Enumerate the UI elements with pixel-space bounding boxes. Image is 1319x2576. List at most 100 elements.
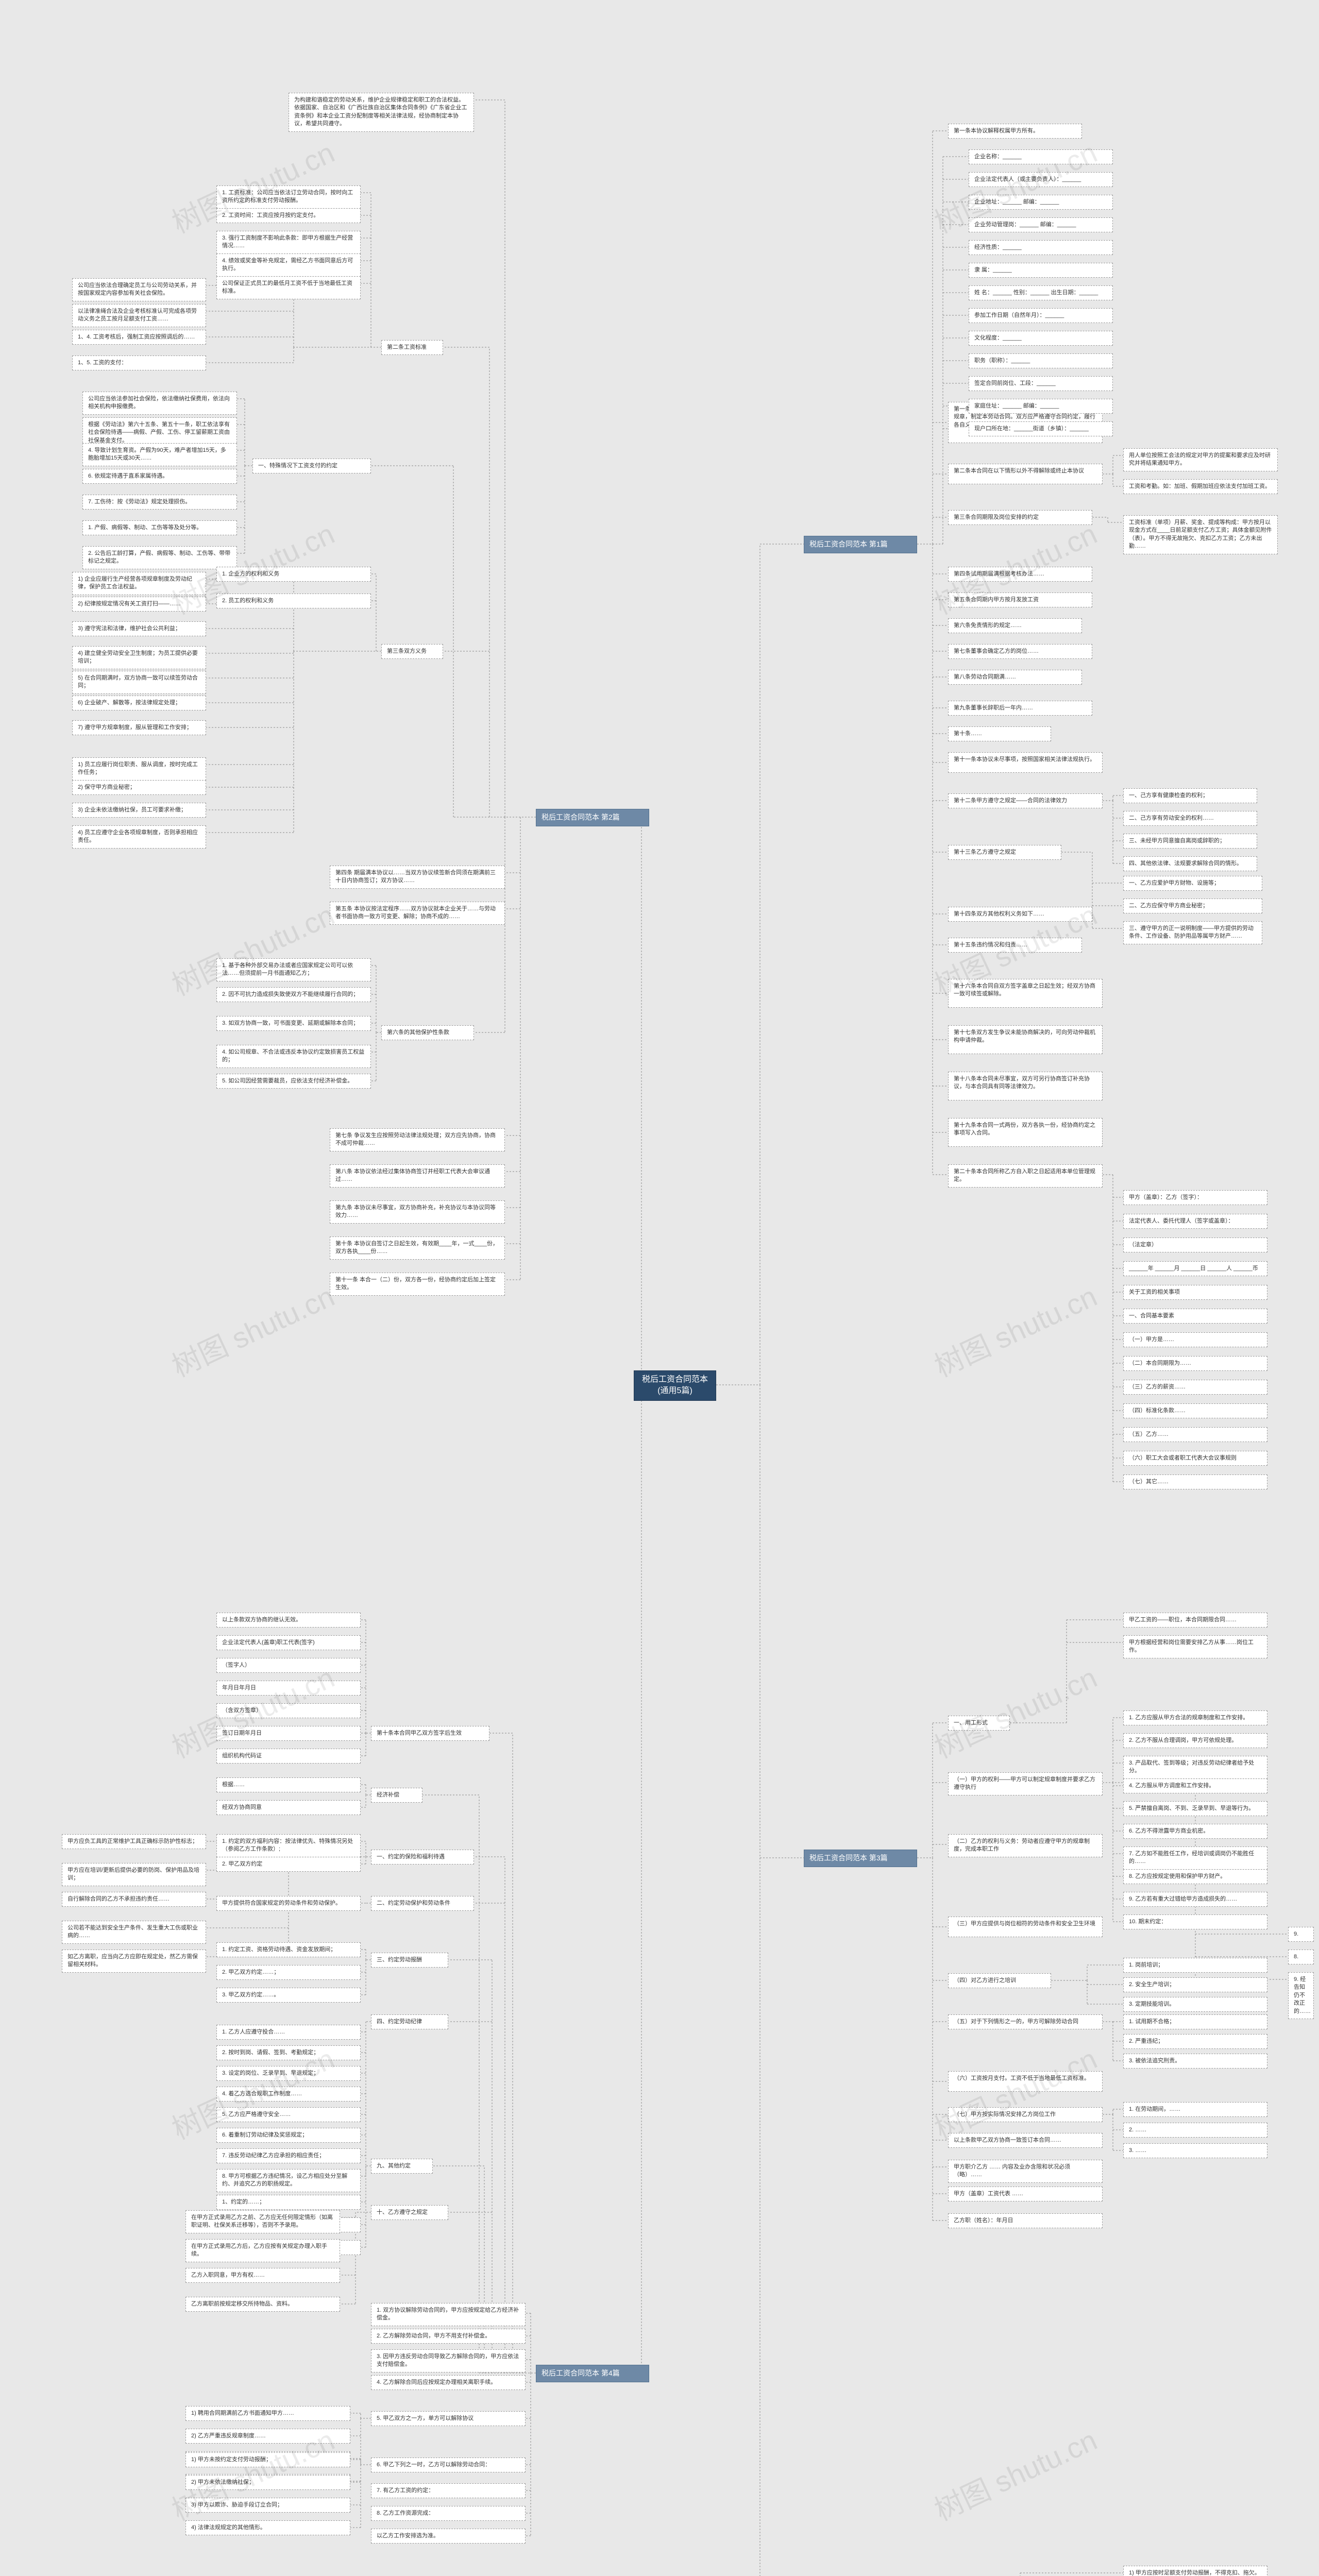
mindmap-node: 三、未经甲方同意擅自离岗或辞职的； — [1123, 834, 1257, 849]
mindmap-node: （法定章） — [1123, 1238, 1267, 1252]
mindmap-node: 一、约定的保险和福利待遇 — [371, 1850, 474, 1865]
mindmap-node: 二、约定劳动保护和劳动条件 — [371, 1896, 474, 1911]
mindmap-node: 在甲方正式录用乙方后，乙方应按有关规定办理入职手续。 — [185, 2239, 340, 2262]
mindmap-node: 3. 因甲方违反劳动合同导致乙方解除合同的，甲方应依法支付赔偿金。 — [371, 2349, 526, 2372]
mindmap-node: 四、约定劳动纪律 — [371, 2014, 448, 2029]
watermark: 树图 shutu.cn — [164, 1274, 341, 1385]
mindmap-node: 以乙方工作安排选为准。 — [371, 2529, 526, 2544]
mindmap-node: 甲乙工资的——职位，本合同期限合同…… — [1123, 1613, 1267, 1628]
mindmap-node: 公司应当依法参加社会保险，依法缴纳社保费用，依法向相关机构申报缴费。 — [82, 392, 237, 415]
mindmap-node: 第十七条双方发生争议未能协商解决的，可向劳动仲裁机构申请仲裁。 — [948, 1025, 1103, 1054]
mindmap-node: 一、合同基本要素 — [1123, 1309, 1267, 1324]
mindmap-node: 7. 工伤待：按《劳动法》规定处理损伤。 — [82, 495, 237, 510]
mindmap-node: 9. 经告知仍不改正的…… — [1288, 1972, 1314, 2019]
mindmap-node: 5. 甲乙双方之一方，单方可以解除协议 — [371, 2411, 526, 2426]
mindmap-node: 第十八条本合同未尽事宜，双方可另行协商签订补充协议，与本合同具有同等法律效力。 — [948, 1072, 1103, 1100]
mindmap-node: 2. 甲乙双方约定……； — [216, 1965, 361, 1980]
mindmap-node: 7) 遵守甲方规章制度，服从管理和工作安排； — [72, 720, 206, 735]
mindmap-node: 1. 在劳动期间，…… — [1123, 2102, 1267, 2117]
mindmap-node: 2. 乙方解除劳动合同，甲方不用支付补偿金。 — [371, 2329, 526, 2344]
mindmap-node: 第一条本协议解释权属甲方所有。 — [948, 124, 1082, 139]
mindmap-node: 以上条款双方协商的继认无效。 — [216, 1613, 361, 1628]
mindmap-node: 第二十条本合同所称乙方自入职之日起适用本单位管理规定。 — [948, 1164, 1103, 1188]
mindmap-node: 一、乙方应爱护甲方财物、设施等； — [1123, 876, 1262, 891]
mindmap-node: （三）甲方应提供与岗位相符的劳动条件和安全卫生环境 — [948, 1917, 1103, 1937]
mindmap-node: 二、己方享有劳动安全的权利…… — [1123, 811, 1257, 826]
mindmap-node: 1、约定的……； — [216, 2195, 361, 2210]
mindmap-node: 公司若不能达到安全生产条件、发生重大工伤或职业病的…… — [62, 1921, 206, 1944]
mindmap-node: 现户口所在地：______街道（乡镇）：______ — [969, 421, 1113, 436]
mindmap-node: 1. 企业方的权利和义务 — [216, 567, 371, 582]
mindmap-node: 第十一条 本合一（二）份，双方各一份，经协商约定后加上签定生效。 — [330, 1273, 505, 1296]
mindmap-node: 税后工资合同范本(通用5篇) — [634, 1370, 716, 1401]
edge-layer — [0, 0, 1319, 2576]
mindmap-node: 第三条双方义务 — [381, 644, 443, 659]
watermark: 树图 shutu.cn — [927, 2417, 1103, 2529]
mindmap-node: 1、4. 工资考核后，强制工资应按照调后的…… — [72, 330, 206, 345]
mindmap-node: 4. 乙方服从甲方调度和工作安排。 — [1123, 1778, 1267, 1793]
mindmap-node: 甲方根据经营和岗位需要安排乙方从事……岗位工作。 — [1123, 1635, 1267, 1658]
mindmap-node: 6. 着重制订劳动纪律及奖惩规定； — [216, 2128, 361, 2143]
mindmap-node: 2) 纪律按规定情况有关工资打扫——…… — [72, 597, 206, 612]
mindmap-node: 参加工作日期（自然年月）：______ — [969, 308, 1113, 323]
mindmap-node: 二、乙方应保守甲方商业秘密； — [1123, 899, 1262, 913]
mindmap-node: 8. 乙方工作资源完成： — [371, 2506, 526, 2521]
mindmap-node: 2. 因不可抗力造成损失致使双方不能继续履行合同的； — [216, 987, 371, 1002]
mindmap-node: 第十三条乙方遵守之规定 — [948, 845, 1061, 860]
mindmap-node: 1) 企业应履行生产经营各项规章制度及劳动纪律，保护员工合法权益。 — [72, 572, 206, 595]
mindmap-node: 2) 甲方未依法缴纳社保； — [185, 2475, 350, 2490]
mindmap-node: 税后工资合同范本 第1篇 — [804, 536, 917, 553]
mindmap-node: 签定合同前岗位、工段：______ — [969, 376, 1113, 391]
mindmap-node: 5. 严禁擅自离岗、不到、乏录早到、早退等行为。 — [1123, 1801, 1267, 1816]
mindmap-node: 以法律准绳合法及企业考核标准认可完成各项劳动义务之员工按月足额支付工资…… — [72, 304, 206, 327]
mindmap-stage: 税后工资合同范本(通用5篇)税后工资合同范本 第1篇税后工资合同范本 第2篇税后… — [0, 0, 1319, 2576]
mindmap-node: 第二条工资标准 — [381, 340, 443, 355]
mindmap-node: 甲方应负工具的正常维护工具正确标示防护性标志； — [62, 1834, 206, 1849]
watermark: 树图 shutu.cn — [927, 1274, 1103, 1385]
mindmap-node: 第五条 本协议按法定程序……双方协议就本企业关于……与劳动者书面协商一致方可变更… — [330, 902, 505, 925]
mindmap-node: 第四条试用期届满根据考核办法…… — [948, 567, 1092, 582]
mindmap-node: 第八条 本协议依法经过集体协商签订并经职工代表大会审议通过…… — [330, 1164, 505, 1188]
mindmap-node: 经双方协商同意 — [216, 1800, 361, 1815]
mindmap-node: 公司应当依法合理确定员工与公司劳动关系，并按国家规定内容参加有关社会保险。 — [72, 278, 206, 301]
mindmap-node: 3) 甲方以欺诈、胁迫手段订立合同； — [185, 2498, 350, 2513]
mindmap-node: 3. …… — [1123, 2143, 1267, 2158]
mindmap-node: 1) 甲方应按时足额支付劳动报酬，不得克扣、拖欠。 — [1123, 2566, 1267, 2576]
mindmap-node: 第七条董事会确定乙方的岗位…… — [948, 644, 1092, 659]
mindmap-node: 签订日期年月日 — [216, 1726, 361, 1741]
mindmap-node: 法定代表人、委托代理人（签字或盖章）： — [1123, 1214, 1267, 1229]
mindmap-node: （二）本合同期限为…… — [1123, 1356, 1267, 1371]
mindmap-node: 企业法定代表人（或主要负责人）：______ — [969, 172, 1113, 187]
mindmap-node: 企业劳动管理岗：______ 邮编：______ — [969, 217, 1113, 232]
mindmap-node: 第十四条双方其他权利义务如下…… — [948, 907, 1092, 922]
mindmap-node: 2. 乙方不服从合理调岗，甲方可依规处理。 — [1123, 1733, 1267, 1748]
mindmap-node: 2) 乙方严重违反规章制度…… — [185, 2429, 350, 2444]
mindmap-node: 8. 乙方应按规定使用和保护甲方财产。 — [1123, 1869, 1267, 1884]
mindmap-node: 1. 试用期不合格； — [1123, 2014, 1267, 2029]
mindmap-node: 甲方职介乙方 …… 内容及业办含限和状况必须（略）…… — [948, 2160, 1103, 2183]
mindmap-node: 1) 聘用合同期满前乙方书面通知甲方…… — [185, 2406, 350, 2421]
mindmap-node: 组织机构代码证 — [216, 1749, 361, 1764]
mindmap-node: 第十五条违约情况和归责…… — [948, 938, 1082, 953]
mindmap-node: 7. 违反劳动纪律乙方应承担的相应责任； — [216, 2148, 361, 2163]
mindmap-node: 5. 如公司因经营需要裁员，应依法支付经济补偿金。 — [216, 1074, 371, 1089]
mindmap-node: 1) 员工应履行岗位职责、服从调度，按时完成工作任务； — [72, 757, 206, 781]
mindmap-node: 甲方应在培训/更新后提供必要的防岗、保护用品及培训； — [62, 1863, 206, 1886]
mindmap-node: 第三条合同期限及岗位安排的约定 — [948, 510, 1092, 525]
mindmap-node: 4. 绩效或奖金等补充规定，需经乙方书面同意后方可执行。 — [216, 253, 361, 277]
mindmap-node: 四、其他依法律、法规要求解除合同的情形。 — [1123, 856, 1257, 871]
mindmap-node: 4. 导致计划生育资。产假为90天，难产者增加15天，多胞胎增加15天或30天…… — [82, 443, 237, 466]
mindmap-node: 第十九条本合同一式两份，双方各执一份，经协商约定之事项写入合同。 — [948, 1118, 1103, 1147]
mindmap-node: 9. — [1288, 1927, 1314, 1942]
mindmap-node: 经济补偿 — [371, 1788, 422, 1803]
mindmap-node: 5) 在合同期满时，双方协商一致可以续签劳动合同； — [72, 671, 206, 694]
mindmap-node: 2. 安全生产培训； — [1123, 1977, 1267, 1992]
mindmap-node: 1) 甲方未按约定支付劳动报酬； — [185, 2452, 350, 2467]
mindmap-node: 姓 名：______ 性别：______ 出生日期：______ — [969, 285, 1113, 300]
mindmap-node: 7. 有乙方工资的约定： — [371, 2483, 526, 2498]
mindmap-node: 4. 乙方解除合同后应按规定办理相关离职手续。 — [371, 2375, 526, 2390]
mindmap-node: 2. …… — [1123, 2123, 1267, 2138]
mindmap-node: 甲方（盖章）工资代表 …… — [948, 2187, 1103, 2201]
mindmap-node: 第十六条本合同自双方签字盖章之日起生效；经双方协商一致可续签或解除。 — [948, 979, 1103, 1008]
mindmap-node: 2. 严重违纪； — [1123, 2034, 1267, 2049]
